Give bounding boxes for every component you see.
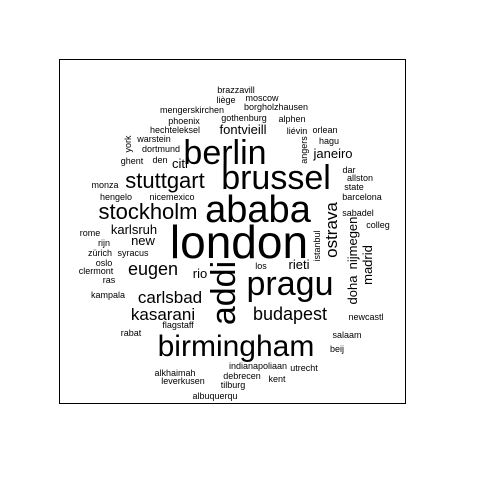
word: dortmund [142, 144, 180, 154]
plot-frame [59, 59, 406, 404]
word: warstein [136, 134, 171, 144]
word: rome [80, 228, 101, 238]
word: hengelo [100, 192, 132, 202]
word: hechteleksel [150, 125, 200, 135]
word: den [152, 155, 167, 165]
word: rijn [98, 238, 110, 248]
word: albuquerqu [192, 391, 237, 401]
word: flagstaff [162, 320, 194, 330]
word: rabat [121, 328, 142, 338]
word: salaam [332, 330, 361, 340]
word: doha [345, 275, 360, 305]
word: rieti [289, 257, 310, 272]
word: leverkusen [161, 376, 205, 386]
word: alkhaimah [154, 368, 195, 378]
word: london [170, 216, 308, 268]
word: kampala [91, 290, 125, 300]
word: hagu [319, 136, 339, 146]
word: newcastl [348, 312, 383, 322]
word: birmingham [158, 330, 315, 363]
word: clermont [79, 266, 114, 276]
word: tilburg [221, 380, 246, 390]
word: istanbul [312, 230, 322, 261]
word: dar [342, 165, 355, 175]
word: kasarani [131, 305, 195, 324]
word: alphen [278, 114, 305, 124]
word: colleg [366, 220, 390, 230]
word: addi [205, 261, 243, 325]
word: eugen [128, 259, 178, 279]
word: beij [330, 344, 344, 354]
word: citi [172, 156, 188, 171]
word: monza [91, 180, 118, 190]
word: pragu [247, 265, 334, 303]
word: kent [268, 374, 286, 384]
word: barcelona [342, 192, 382, 202]
word: phoenix [168, 116, 200, 126]
word: karlsruh [111, 222, 157, 237]
word: gothenburg [221, 113, 267, 123]
word: new [131, 233, 155, 248]
word: mengerskirchen [160, 105, 224, 115]
word: ghent [121, 156, 144, 166]
word: borgholzhausen [244, 102, 308, 112]
word: orlean [312, 125, 337, 135]
word: rio [193, 266, 207, 281]
word: brazzavill [217, 85, 255, 95]
word: nicemexico [149, 192, 194, 202]
word: los [255, 261, 267, 271]
word: madrid [360, 245, 375, 285]
word: moscow [245, 93, 279, 103]
word: budapest [253, 304, 327, 324]
word: liévin [287, 126, 308, 136]
word: debrecen [223, 371, 261, 381]
word: allston [347, 173, 373, 183]
word: fontvieill [220, 122, 267, 137]
word: berlin [183, 134, 266, 172]
word: syracus [117, 248, 149, 258]
word: nijmegen [345, 217, 360, 270]
word: liège [216, 95, 235, 105]
word: oslo [96, 258, 113, 268]
word: ababa [205, 189, 312, 231]
word: zürich [88, 248, 112, 258]
word: janeiro [312, 146, 352, 161]
word: carlsbad [138, 288, 202, 307]
word: stuttgart [125, 168, 204, 193]
word: angers [299, 136, 309, 164]
word: stockholm [98, 199, 197, 224]
word: ras [103, 275, 116, 285]
word: brussel [221, 159, 331, 197]
word: state [344, 182, 364, 192]
word: indianapoliaan [229, 361, 287, 371]
word: york [123, 135, 133, 153]
word: ostrava [322, 202, 341, 258]
word: utrecht [290, 363, 318, 373]
word: sabadel [342, 208, 374, 218]
